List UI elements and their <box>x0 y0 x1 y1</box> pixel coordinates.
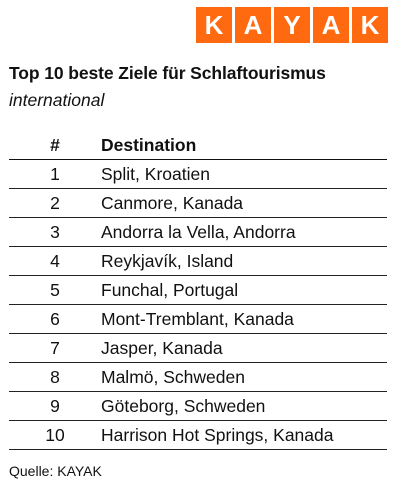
destination-cell: Andorra la Vella, Andorra <box>101 221 296 242</box>
destination-column-header: Destination <box>101 135 197 155</box>
logo-letter: K <box>196 7 232 43</box>
logo-letter: A <box>313 7 349 43</box>
table-header-row: # Destination <box>9 132 387 160</box>
page-subtitle: international <box>9 90 105 110</box>
rank-cell: 3 <box>50 221 60 242</box>
table-row: 10 Harrison Hot Springs, Kanada <box>9 421 387 450</box>
page-title: Top 10 beste Ziele für Schlaftourismus <box>9 63 326 83</box>
destination-cell: Funchal, Portugal <box>101 279 239 300</box>
table-row: 2 Canmore, Kanada <box>9 189 387 218</box>
rank-cell: 7 <box>50 337 60 358</box>
table-row: 5 Funchal, Portugal <box>9 276 387 305</box>
destination-cell: Reykjavík, Island <box>101 250 234 271</box>
destination-cell: Split, Kroatien <box>101 163 210 184</box>
logo-letter: K <box>352 7 388 43</box>
rank-cell: 6 <box>50 308 60 329</box>
source-note: Quelle: KAYAK <box>9 463 102 479</box>
table-row: 7 Jasper, Kanada <box>9 334 387 363</box>
table-row: 8 Malmö, Schweden <box>9 363 387 392</box>
destination-cell: Göteborg, Schweden <box>101 395 266 416</box>
destination-cell: Malmö, Schweden <box>101 366 245 387</box>
rank-cell: 5 <box>50 279 60 300</box>
table-row: 1 Split, Kroatien <box>9 160 387 189</box>
rank-cell: 1 <box>50 163 60 184</box>
table-row: 4 Reykjavík, Island <box>9 247 387 276</box>
rank-cell: 4 <box>50 250 60 271</box>
logo-letter: Y <box>274 7 310 43</box>
rank-column-header: # <box>50 135 60 155</box>
destination-cell: Harrison Hot Springs, Kanada <box>101 424 334 445</box>
rank-cell: 2 <box>50 192 60 213</box>
rank-cell: 9 <box>50 395 60 416</box>
kayak-logo: K A Y A K <box>196 7 388 43</box>
table-row: 3 Andorra la Vella, Andorra <box>9 218 387 247</box>
rank-cell: 10 <box>45 424 65 445</box>
destination-cell: Jasper, Kanada <box>101 337 223 358</box>
table-row: 9 Göteborg, Schweden <box>9 392 387 421</box>
logo-letter: A <box>235 7 271 43</box>
rank-cell: 8 <box>50 366 60 387</box>
destination-cell: Mont-Tremblant, Kanada <box>101 308 294 329</box>
table-row: 6 Mont-Tremblant, Kanada <box>9 305 387 334</box>
ranking-table: # Destination 1 Split, Kroatien 2 Canmor… <box>9 132 387 450</box>
destination-cell: Canmore, Kanada <box>101 192 244 213</box>
